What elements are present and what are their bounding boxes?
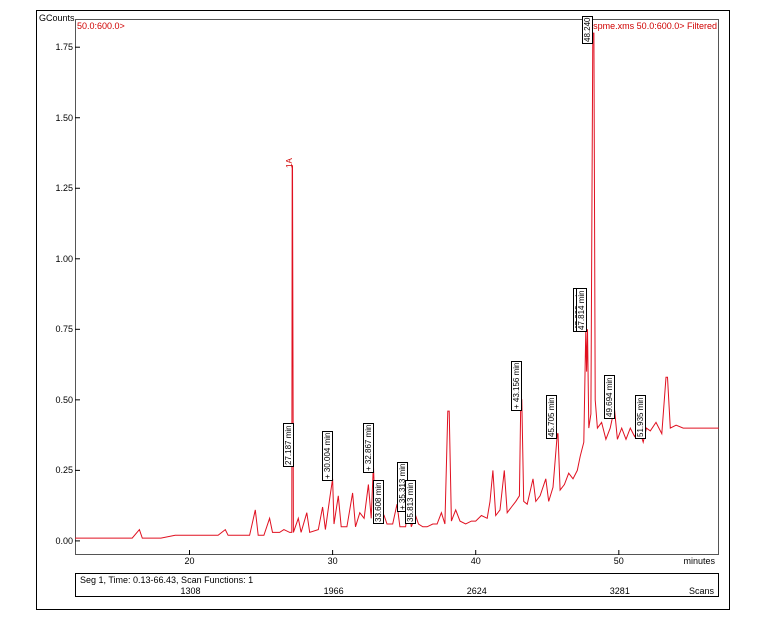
y-tick-label: 1.25: [55, 183, 75, 193]
y-axis-title: GCounts: [39, 13, 75, 23]
peak-label: 48.240: [582, 16, 593, 44]
peak-label: 49.694 min: [604, 376, 615, 420]
peak-label: + 32.867 min: [363, 422, 374, 472]
peak-label: 33.608 min: [373, 480, 384, 524]
peak-label: 51.935 min: [635, 395, 646, 439]
x-tick-label: 40: [471, 555, 481, 566]
peak-label: + 30.004 min: [322, 431, 333, 481]
peak-label: 1A: [285, 157, 294, 169]
scans-caption: Seg 1, Time: 0.13-66.43, Scan Functions:…: [80, 575, 253, 585]
scans-tick: 1308: [180, 586, 200, 596]
scans-bar: Seg 1, Time: 0.13-66.43, Scan Functions:…: [75, 573, 719, 597]
scans-unit: Scans: [689, 586, 714, 596]
y-tick-label: 0.75: [55, 324, 75, 334]
y-tick-label: 1.75: [55, 42, 75, 52]
y-tick-label: 0.50: [55, 395, 75, 405]
peak-label: 47.814 min: [576, 288, 587, 332]
chromatogram-page: GCounts 50.0:600.0> 1-spme.xms 50.0:600.…: [0, 0, 766, 628]
x-axis-title: minutes: [683, 555, 715, 566]
outer-frame: GCounts 50.0:600.0> 1-spme.xms 50.0:600.…: [36, 10, 730, 610]
peak-label: 27.187 min: [283, 424, 294, 468]
x-tick-label: 30: [328, 555, 338, 566]
plot-area: 50.0:600.0> 1-spme.xms 50.0:600.0> Filte…: [75, 19, 719, 555]
scans-tick: 3281: [610, 586, 630, 596]
y-tick-label: 1.50: [55, 113, 75, 123]
x-tick-label: 20: [184, 555, 194, 566]
x-tick-label: 50: [614, 555, 624, 566]
y-tick-label: 0.25: [55, 465, 75, 475]
scans-tick: 2624: [467, 586, 487, 596]
peak-label: 45.705 min: [546, 395, 557, 439]
peak-label: + 43.156 min: [511, 360, 522, 410]
scans-tick: 1966: [324, 586, 344, 596]
peak-label: 35.813 min: [405, 480, 416, 524]
y-tick-label: 1.00: [55, 254, 75, 264]
y-tick-label: 0.00: [55, 536, 75, 546]
